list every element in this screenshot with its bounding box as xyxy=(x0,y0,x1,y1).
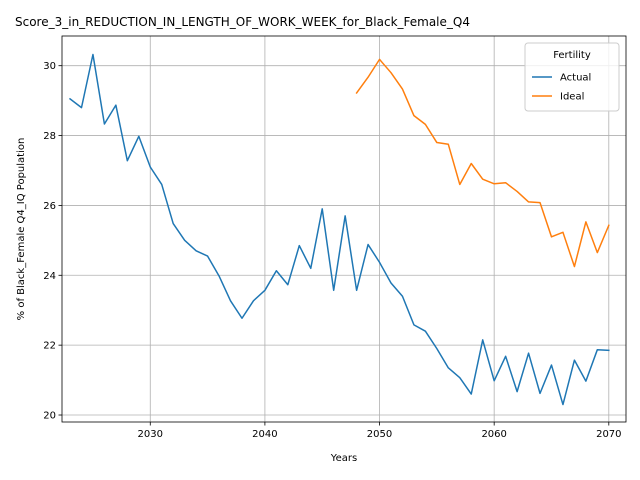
y-axis-label: % of Black_Female Q4_IQ Population xyxy=(16,138,27,321)
legend-label-actual: Actual xyxy=(560,73,591,84)
x-tick-label: 2050 xyxy=(367,429,392,440)
y-tick-label: 28 xyxy=(43,131,56,142)
legend-title: Fertility xyxy=(553,50,591,61)
y-tick-label: 24 xyxy=(43,271,56,282)
plot-frame xyxy=(61,35,627,423)
legend-box xyxy=(524,42,620,112)
series-lines xyxy=(68,53,610,406)
series-line-actual xyxy=(68,53,610,406)
series-line-ideal xyxy=(355,58,610,268)
legend-label-ideal: Ideal xyxy=(560,92,584,103)
x-tick-label: 2070 xyxy=(596,429,621,440)
axis-ticks: 2030 2040 2050 2060 2070 20 22 24 26 28 30 xyxy=(43,61,621,440)
chart-title: Score_3_in_REDUCTION_IN_LENGTH_OF_WORK_W… xyxy=(15,15,470,29)
x-tick-label: 2030 xyxy=(138,429,163,440)
x-axis-label: Years xyxy=(330,453,357,464)
x-tick-label: 2040 xyxy=(252,429,277,440)
x-tick-label: 2060 xyxy=(481,429,506,440)
legend: Fertility Actual Ideal xyxy=(524,42,620,112)
y-tick-label: 20 xyxy=(43,411,56,422)
y-tick-label: 26 xyxy=(43,201,56,212)
y-tick-label: 30 xyxy=(43,61,56,72)
y-tick-label: 22 xyxy=(43,341,56,352)
